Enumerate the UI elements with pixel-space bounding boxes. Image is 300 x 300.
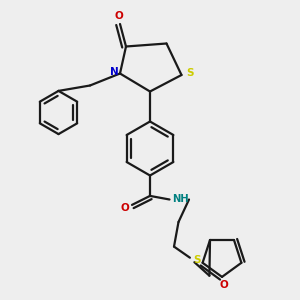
Text: S: S — [186, 68, 194, 79]
Text: O: O — [114, 11, 123, 21]
Text: S: S — [194, 255, 201, 266]
Text: O: O — [120, 203, 129, 213]
Text: N: N — [110, 67, 119, 77]
Text: O: O — [219, 280, 228, 290]
Text: NH: NH — [172, 194, 188, 204]
